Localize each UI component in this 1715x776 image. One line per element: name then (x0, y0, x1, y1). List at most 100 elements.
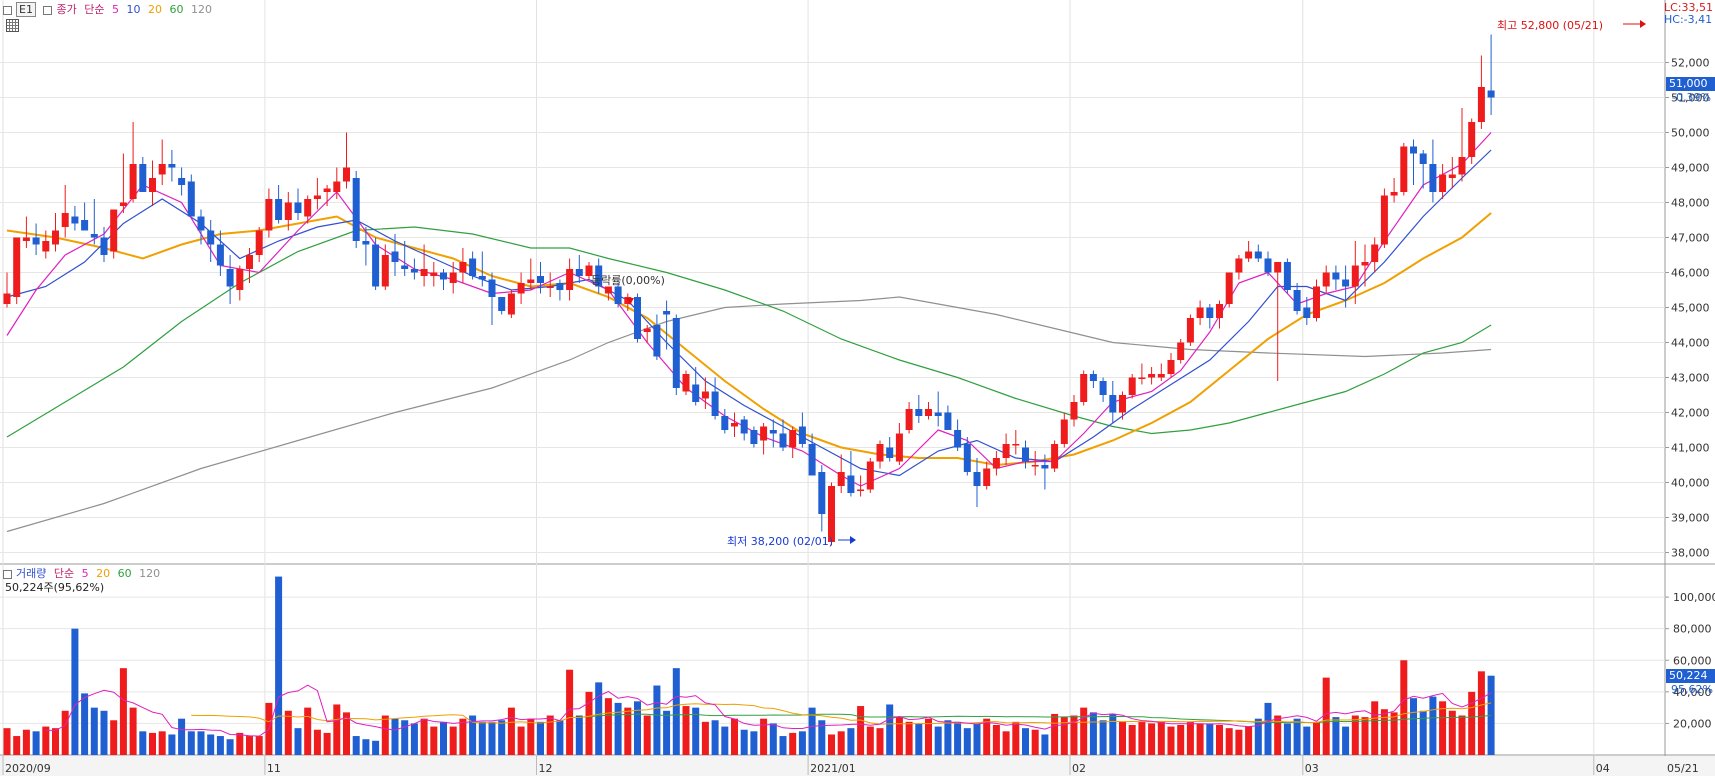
candle-body (187, 181, 195, 217)
candle-body (1313, 286, 1320, 318)
x-tick-label: 2020/09 (5, 762, 51, 775)
volume-bar (459, 718, 467, 755)
candle-body (158, 164, 166, 175)
volume-bar (1225, 728, 1233, 755)
candle-body (420, 269, 428, 276)
volume-bar (769, 723, 777, 755)
candle-body (537, 276, 544, 283)
candle-body (1477, 87, 1485, 122)
candle-body (1390, 192, 1398, 196)
volume-bar (1429, 696, 1437, 755)
candle-body (469, 258, 477, 276)
volume-ma60-line (579, 713, 1492, 724)
volume-bar (1361, 717, 1369, 755)
volume-bar (430, 726, 438, 755)
candle-body (818, 472, 826, 514)
volume-bar (1274, 715, 1282, 755)
candle-body (81, 220, 89, 231)
candle-body (1371, 244, 1379, 262)
candle-body (847, 475, 855, 493)
candle-body (1245, 251, 1253, 259)
volume-bar (1002, 731, 1010, 755)
legend-box-icon (43, 5, 53, 15)
volume-bar (168, 734, 176, 755)
volume-bar (1051, 713, 1059, 755)
volume-bar (469, 715, 477, 755)
volume-bar (740, 729, 748, 755)
volume-bar (731, 718, 738, 755)
candle-body (32, 237, 40, 245)
price-tick-label: 43,000 (1671, 372, 1710, 385)
candle-body (1031, 465, 1039, 467)
candle-body (440, 272, 447, 280)
candle-body (614, 286, 622, 304)
candle-body (925, 409, 932, 416)
candle-body (992, 458, 1000, 469)
volume-bar (1390, 712, 1398, 755)
volume-bar (1012, 721, 1020, 755)
chart-tab-e1[interactable]: E1 (16, 2, 36, 17)
volume-bar (275, 576, 283, 755)
candle-body (100, 237, 108, 255)
candle-body (216, 244, 224, 266)
candle-body (507, 293, 515, 315)
price-tick-label: 40,000 (1671, 477, 1710, 490)
candle-body (828, 486, 835, 542)
volume-bar (1371, 701, 1379, 755)
volume-bar (226, 739, 234, 755)
candle-body (1400, 146, 1408, 192)
candle-body (226, 269, 234, 287)
volume-bar (798, 731, 806, 755)
candle-body (1351, 265, 1359, 287)
price-legend-type: 단순 (84, 3, 105, 16)
volume-ma20-line (191, 702, 1492, 725)
candle-body (304, 199, 312, 217)
volume-bar (847, 728, 855, 755)
candle-body (1458, 157, 1466, 175)
panel-collapse-icon[interactable] (3, 5, 12, 15)
volume-bar (149, 732, 156, 755)
price-tick-label: 45,000 (1671, 302, 1710, 315)
volume-bar (546, 715, 554, 755)
volume-bar (158, 731, 166, 755)
candle-body (663, 311, 671, 315)
volume-bar (110, 720, 118, 755)
volume-bar (818, 720, 826, 755)
candle-body (333, 181, 341, 192)
candle-body (1041, 465, 1049, 469)
candle-body (381, 255, 389, 287)
candle-body (52, 230, 59, 245)
volume-bar (1177, 725, 1185, 755)
volume-tick-label: 40,000 (1673, 686, 1712, 699)
volume-bar (527, 718, 535, 755)
candle-body (1235, 258, 1243, 273)
candle-body (207, 230, 215, 245)
volume-bar (643, 715, 651, 755)
volume-bar (1439, 701, 1447, 755)
volume-bar (352, 736, 360, 755)
candle-body (13, 237, 21, 297)
volume-bar (1186, 721, 1194, 755)
volume-bar (808, 707, 816, 755)
candle-body (42, 241, 50, 252)
volume-bar (1060, 717, 1068, 755)
candle-body (343, 167, 350, 182)
volume-bar (857, 706, 865, 755)
table-grid-icon[interactable] (6, 19, 19, 32)
candle-body (1080, 374, 1088, 402)
volume-bar (1342, 726, 1350, 755)
volume-bar (566, 669, 574, 755)
volume-bar (837, 731, 845, 755)
volume-bar (90, 707, 98, 755)
candle-body (488, 279, 496, 297)
time-axis-band (0, 756, 1715, 776)
x-tick-label: 04 (1596, 762, 1610, 775)
legend-ma10: 10 (126, 3, 141, 16)
candle-body (110, 209, 118, 252)
x-tick-label: 02 (1072, 762, 1086, 775)
candle-body (3, 293, 11, 304)
volume-bar (1167, 726, 1175, 755)
volume-bar (119, 668, 127, 755)
candle-body (1410, 146, 1417, 154)
